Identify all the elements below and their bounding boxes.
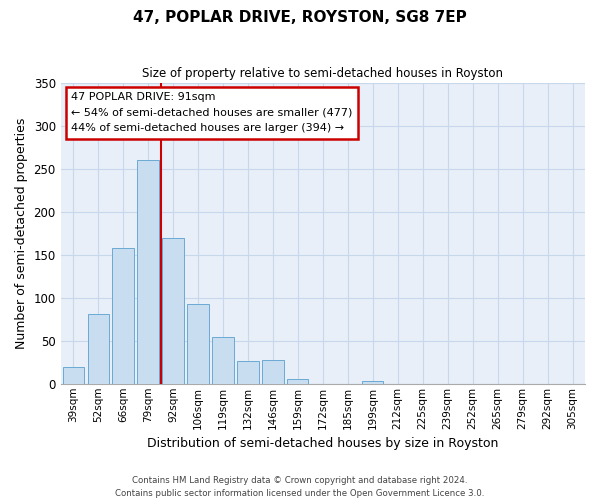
Bar [362,381,383,384]
Bar [163,238,184,384]
Text: 47, POPLAR DRIVE, ROYSTON, SG8 7EP: 47, POPLAR DRIVE, ROYSTON, SG8 7EP [133,10,467,25]
Text: Contains HM Land Registry data © Crown copyright and database right 2024.
Contai: Contains HM Land Registry data © Crown c… [115,476,485,498]
Bar [112,248,134,384]
Bar [287,378,308,384]
Bar [187,304,209,384]
Bar [88,314,109,384]
Bar [238,360,259,384]
Bar [62,368,84,384]
Bar [262,360,284,384]
X-axis label: Distribution of semi-detached houses by size in Royston: Distribution of semi-detached houses by … [147,437,499,450]
Title: Size of property relative to semi-detached houses in Royston: Size of property relative to semi-detach… [142,68,503,80]
Text: 47 POPLAR DRIVE: 91sqm
← 54% of semi-detached houses are smaller (477)
44% of se: 47 POPLAR DRIVE: 91sqm ← 54% of semi-det… [71,92,353,134]
Bar [212,336,233,384]
Y-axis label: Number of semi-detached properties: Number of semi-detached properties [15,118,28,349]
Bar [137,160,158,384]
